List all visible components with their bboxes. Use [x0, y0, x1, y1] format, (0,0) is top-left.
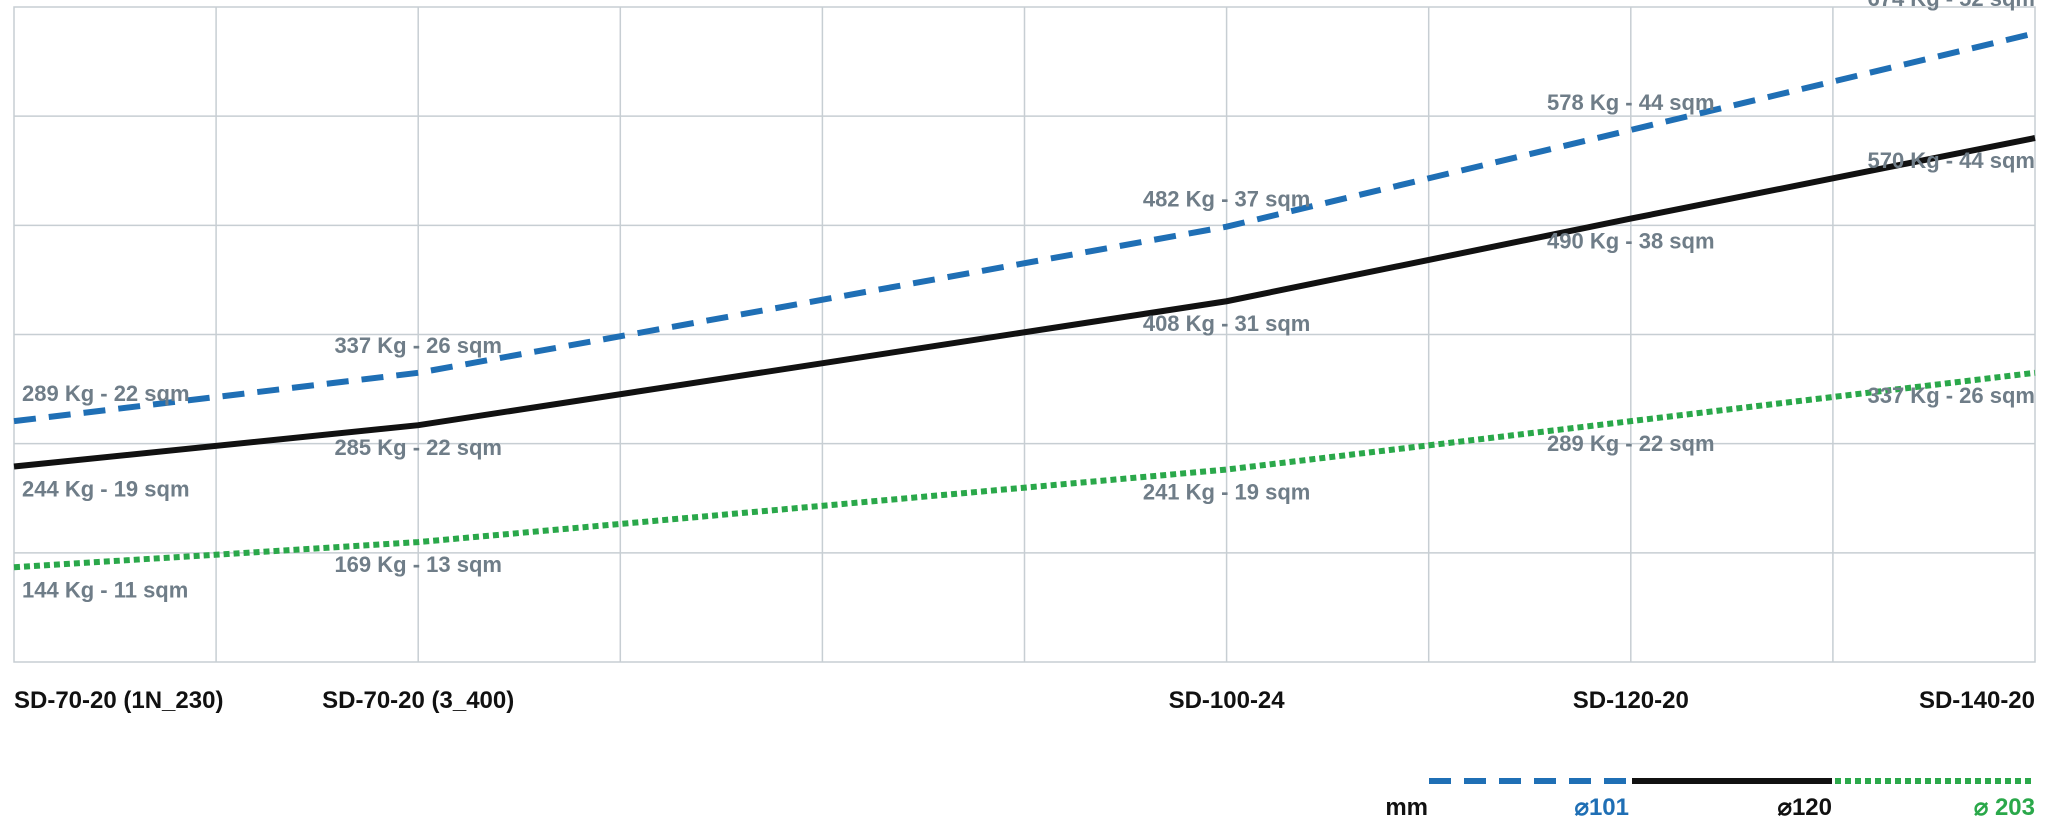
data-label: 578 Kg - 44 sqm [1547, 90, 1715, 115]
data-label: 337 Kg - 26 sqm [1867, 383, 2035, 408]
data-label: 408 Kg - 31 sqm [1143, 311, 1311, 336]
x-tick-label: SD-100-24 [1169, 687, 1286, 714]
legend-entry-label: ⌀101 [1575, 794, 1630, 819]
data-label: 490 Kg - 38 sqm [1547, 229, 1715, 254]
legend-entry-label: ⌀ 203 [1974, 794, 2035, 819]
legend-entry-label: ⌀120 [1778, 794, 1833, 819]
x-tick-label: SD-70-20 (1N_230) [14, 687, 223, 714]
data-labels: 289 Kg - 22 sqm 337 Kg - 26 sqm 482 Kg - 3… [22, 0, 2035, 602]
data-label: 241 Kg - 19 sqm [1143, 480, 1311, 505]
data-label: 289 Kg - 22 sqm [22, 381, 190, 406]
x-tick-label: SD-120-20 [1573, 687, 1689, 714]
data-label: 285 Kg - 22 sqm [334, 435, 502, 460]
data-label: 169 Kg - 13 sqm [334, 552, 502, 577]
data-label: 482 Kg - 37 sqm [1143, 187, 1311, 212]
data-label: 570 Kg - 44 sqm [1867, 148, 2035, 173]
x-tick-label: SD-70-20 (3_400) [322, 687, 514, 714]
series-line-1 [13, 30, 2036, 425]
data-label: 144 Kg - 11 sqm [22, 577, 188, 602]
x-axis-tick-labels: SD-70-20 (1N_230) SD-70-20 (3_400) SD-100-… [14, 687, 2035, 714]
series-lines [13, 30, 2036, 571]
data-label: 244 Kg - 19 sqm [22, 477, 190, 502]
data-label: 337 Kg - 26 sqm [334, 333, 502, 358]
series-line-2 [13, 135, 2036, 470]
data-label: 674 Kg - 52 sqm [1867, 0, 2035, 11]
legend: mm ⌀101 ⌀120 ⌀ 203 [1385, 778, 2035, 819]
legend-unit-label: mm [1385, 794, 1428, 819]
data-label: 289 Kg - 22 sqm [1547, 431, 1715, 456]
x-tick-label: SD-140-20 [1919, 687, 2035, 714]
